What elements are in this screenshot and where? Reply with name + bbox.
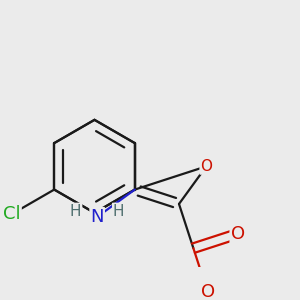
- Text: O: O: [201, 284, 215, 300]
- Text: O: O: [230, 225, 245, 243]
- Text: H: H: [113, 204, 124, 219]
- Text: O: O: [200, 159, 212, 174]
- Text: H: H: [70, 204, 81, 219]
- Text: N: N: [90, 208, 104, 226]
- Text: Cl: Cl: [3, 205, 21, 223]
